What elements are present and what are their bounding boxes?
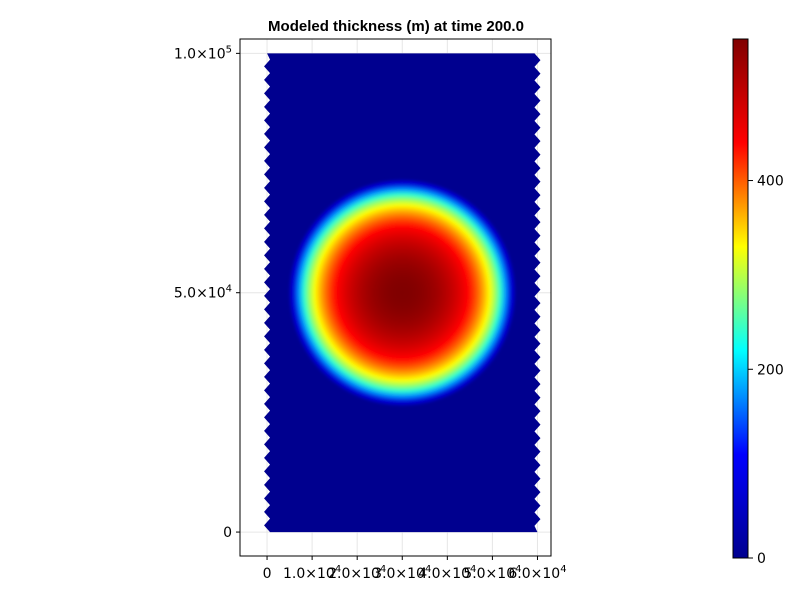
x-tick-label: 6.0×104: [508, 564, 566, 582]
colorbar-tick-label: 400: [757, 174, 784, 190]
colorbar-scale: [732, 38, 749, 559]
x-axis-ticks: 0 1.0×1042.0×1043.0×1044.0×1045.0×1046.0×…: [263, 556, 567, 582]
x-tick-label: 0: [263, 566, 272, 582]
x-tick-label: 4.0×104: [418, 564, 476, 582]
y-tick-label: 1.0×105: [174, 44, 232, 62]
y-tick-label: 0: [223, 525, 232, 541]
y-tick-label: 5.0×104: [174, 284, 232, 302]
thickness-dome: [289, 180, 515, 406]
x-tick-label: 3.0×104: [373, 564, 431, 582]
colorbar: 0 200 400: [732, 38, 784, 567]
x-tick-label: 5.0×104: [463, 564, 521, 582]
x-tick-label: 2.0×104: [328, 564, 386, 582]
chart-title: Modeled thickness (m) at time 200.0: [268, 18, 524, 35]
colorbar-tick-label: 200: [757, 362, 784, 378]
colorbar-tick-label: 0: [757, 551, 766, 567]
plot-frame: [239, 38, 552, 557]
x-tick-label: 1.0×104: [283, 564, 341, 582]
colorbar-ticks: 0 200 400: [748, 174, 784, 567]
plot-area: 0 1.0×1042.0×1043.0×1044.0×1045.0×1046.0×…: [174, 38, 567, 582]
y-axis-ticks: 0 5.0×104 1.0×105: [174, 44, 240, 541]
thickness-dome-group: [289, 180, 515, 406]
